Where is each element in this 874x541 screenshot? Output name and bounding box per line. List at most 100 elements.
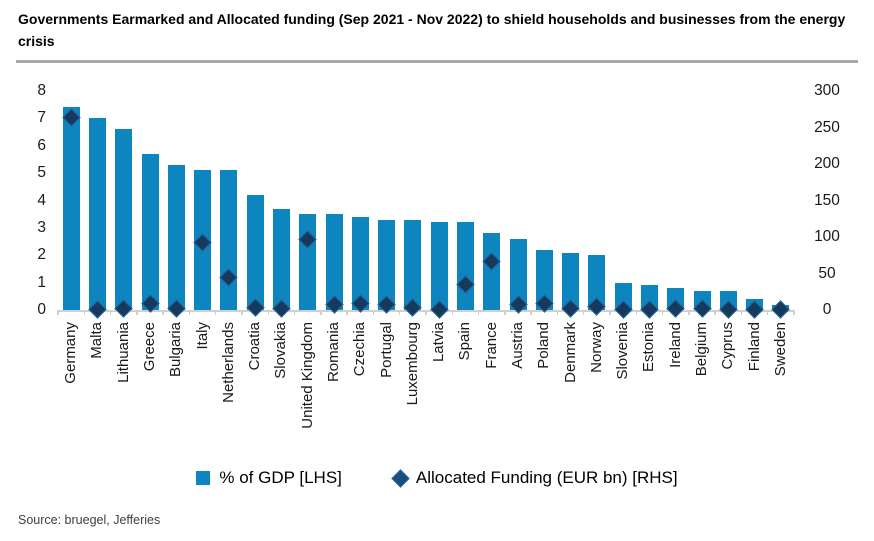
source-note: Source: bruegel, Jefferies — [18, 513, 161, 527]
x-axis-tick — [661, 310, 664, 315]
x-axis-category-label: Belgium — [693, 322, 710, 377]
x-axis-tick — [320, 310, 322, 315]
bar-lithuania — [115, 129, 133, 310]
left-axis-tick-label: 7 — [37, 109, 46, 127]
x-axis-tick — [477, 310, 480, 315]
left-axis-tick-label: 4 — [37, 191, 46, 209]
x-axis-tick — [346, 310, 348, 315]
bar-romania — [325, 214, 343, 310]
left-axis-tick-label: 0 — [37, 301, 46, 318]
bar-greece — [141, 153, 159, 310]
x-axis-category-label: Estonia — [640, 322, 658, 373]
right-axis-tick-label: 100 — [814, 228, 840, 245]
right-axis-tick-label: 300 — [814, 82, 840, 99]
x-axis-tick — [136, 310, 138, 315]
x-axis-tick — [214, 310, 217, 315]
x-axis-category-label: Slovakia — [272, 322, 290, 379]
right-axis-tick-label: 0 — [822, 301, 832, 318]
left-axis-tick-label: 2 — [37, 246, 46, 264]
bar-portugal — [378, 219, 396, 310]
bar-france — [483, 233, 501, 310]
x-axis-category-label: France — [482, 322, 500, 369]
x-axis-category-label: Cyprus — [719, 322, 737, 370]
legend-item-pct-gdp: % of GDP [LHS] — [196, 468, 342, 488]
x-axis-tick — [372, 310, 375, 315]
bar-series-swatch-icon — [196, 471, 211, 485]
x-axis-tick — [688, 310, 690, 315]
x-axis-category-label: Netherlands — [219, 322, 237, 403]
x-axis-tick — [188, 310, 191, 315]
x-axis-category-label: Romania — [325, 322, 342, 383]
bar-malta — [88, 118, 106, 310]
bar-norway — [588, 255, 606, 310]
x-axis-category-label: Spain — [456, 322, 474, 361]
x-axis-tick — [241, 310, 243, 315]
x-axis-tick — [740, 310, 743, 315]
x-axis-tick — [293, 310, 296, 315]
x-axis-category-label: Greece — [141, 322, 158, 372]
bar-poland — [535, 249, 553, 310]
x-axis-category-label: Latvia — [430, 322, 448, 363]
x-axis-tick — [425, 310, 427, 315]
x-axis-tick — [398, 310, 401, 315]
bar-slovakia — [272, 208, 290, 310]
x-axis-category-label: Portugal — [377, 322, 395, 378]
x-axis-tick — [766, 310, 769, 315]
x-axis-tick — [556, 310, 559, 315]
x-axis-tick — [504, 310, 506, 315]
x-axis-category-label: Bulgaria — [167, 322, 185, 378]
bar-luxembourg — [404, 219, 422, 310]
chart-title: Governments Earmarked and Allocated fund… — [18, 11, 846, 50]
chart-plot-area: 0 1 2 3 4 5 6 7 8 0 50 100 150 200 250 300 Germany Malta L… — [37, 82, 840, 429]
x-axis-category-label: Malta — [88, 322, 106, 359]
left-axis-tick-label: 8 — [37, 82, 46, 99]
left-axis-tick-label: 5 — [37, 164, 46, 182]
x-axis-category-label: Denmark — [561, 322, 579, 383]
bar-austria — [509, 238, 527, 310]
x-axis-tick — [57, 310, 59, 315]
x-axis-tick — [267, 310, 270, 315]
x-axis-category-label: Ireland — [666, 322, 684, 368]
bar-netherlands — [220, 170, 238, 310]
left-axis-tick-label: 3 — [37, 218, 46, 236]
x-axis-tick — [530, 310, 532, 315]
x-axis-category-label: Germany — [62, 322, 80, 384]
x-axis-category-label: Italy — [193, 322, 211, 350]
x-axis-category-label: Slovenia — [614, 322, 632, 380]
x-axis-tick — [109, 310, 112, 315]
x-axis-tick — [162, 310, 164, 315]
right-axis-tick-label: 50 — [818, 264, 836, 282]
right-axis-tick-label: 250 — [814, 118, 840, 136]
x-axis-category-label: Czechia — [351, 322, 369, 377]
x-axis-tick — [609, 310, 611, 315]
x-axis-category-label: Finland — [745, 322, 763, 372]
x-axis-category-label: Luxembourg — [403, 322, 421, 406]
x-axis-tick — [83, 310, 86, 315]
bar-denmark — [562, 252, 580, 310]
chart-legend: % of GDP [LHS] Allocated Funding (EUR bn… — [0, 468, 874, 488]
legend-label-allocated-funding: Allocated Funding (EUR bn) [RHS] — [415, 468, 678, 487]
x-axis-tick — [793, 310, 795, 315]
diamond-series-swatch-icon — [391, 468, 410, 488]
x-axis-tick — [582, 310, 585, 315]
x-axis-category-label: United Kingdom — [298, 322, 316, 429]
left-axis-tick-label: 6 — [37, 136, 46, 154]
x-axis-category-label: Austria — [509, 322, 526, 369]
legend-item-allocated-funding: Allocated Funding (EUR bn) [RHS] — [391, 468, 678, 488]
x-axis-category-label: Lithuania — [114, 322, 132, 383]
bar-spain — [456, 222, 474, 310]
title-divider — [16, 60, 858, 63]
right-axis-tick-label: 150 — [814, 191, 840, 209]
x-axis-category-label: Norway — [587, 322, 605, 373]
x-axis-tick — [635, 310, 638, 315]
x-axis-tick — [451, 310, 454, 315]
x-axis-category-label: Croatia — [246, 322, 264, 371]
marker-sweden — [771, 300, 791, 319]
bar-united-kingdom — [299, 214, 317, 310]
left-axis-tick-label: 1 — [37, 273, 46, 291]
legend-label-pct-gdp: % of GDP [LHS] — [219, 468, 342, 487]
x-axis-tick — [714, 310, 716, 315]
right-axis-tick-label: 200 — [814, 155, 840, 172]
bar-czechia — [351, 216, 369, 310]
